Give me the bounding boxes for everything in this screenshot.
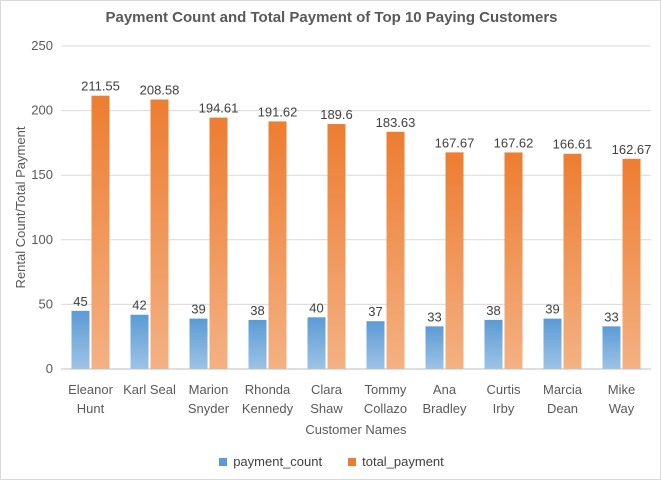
y-tick-label: 250 bbox=[31, 38, 53, 53]
bar-payment_count-6 bbox=[425, 326, 444, 369]
data-label: 183.63 bbox=[376, 115, 416, 130]
legend-item-payment-count: payment_count bbox=[219, 454, 322, 469]
legend: payment_count total_payment bbox=[1, 454, 661, 469]
bar-total_payment-9 bbox=[622, 158, 641, 369]
bar-total_payment-3 bbox=[268, 121, 287, 369]
data-label: 167.62 bbox=[494, 135, 534, 150]
x-tick-label: Marion bbox=[189, 382, 229, 397]
legend-label-payment-count: payment_count bbox=[233, 454, 323, 469]
x-tick-label: Marcia bbox=[543, 382, 583, 397]
x-tick-label: Collazo bbox=[364, 401, 407, 416]
x-tick-label: Dean bbox=[547, 401, 578, 416]
bar-payment_count-1 bbox=[130, 314, 149, 369]
bar-payment_count-0 bbox=[71, 310, 90, 369]
x-tick-label: Rhonda bbox=[245, 382, 291, 397]
bar-total_payment-0 bbox=[91, 95, 110, 369]
data-label: 37 bbox=[368, 304, 382, 319]
y-tick-label: 0 bbox=[46, 361, 53, 376]
legend-swatch-payment-count bbox=[219, 457, 228, 466]
bar-payment_count-9 bbox=[602, 326, 621, 369]
x-tick-label: Mike bbox=[608, 382, 635, 397]
data-label: 189.6 bbox=[320, 107, 353, 122]
bar-payment_count-5 bbox=[366, 321, 385, 369]
bar-payment_count-2 bbox=[189, 318, 208, 369]
x-tick-label: Curtis bbox=[487, 382, 521, 397]
x-tick-label: Ana bbox=[433, 382, 457, 397]
data-label: 191.62 bbox=[258, 104, 298, 119]
bar-payment_count-7 bbox=[484, 319, 503, 369]
y-tick-label: 200 bbox=[31, 103, 53, 118]
data-label: 39 bbox=[191, 302, 205, 317]
x-tick-label: Way bbox=[609, 401, 635, 416]
data-label: 33 bbox=[427, 309, 441, 324]
y-tick-label: 100 bbox=[31, 232, 53, 247]
bar-total_payment-5 bbox=[386, 131, 405, 369]
x-tick-label: Shaw bbox=[310, 401, 343, 416]
bar-total_payment-8 bbox=[563, 153, 582, 369]
x-tick-label: Snyder bbox=[188, 401, 230, 416]
data-label: 45 bbox=[73, 294, 87, 309]
legend-item-total-payment: total_payment bbox=[348, 454, 444, 469]
bar-total_payment-1 bbox=[150, 99, 169, 369]
legend-label-total-payment: total_payment bbox=[362, 454, 444, 469]
x-tick-label: Bradley bbox=[422, 401, 467, 416]
x-tick-label: Kennedy bbox=[242, 401, 294, 416]
data-label: 40 bbox=[309, 300, 323, 315]
bar-total_payment-6 bbox=[445, 152, 464, 369]
data-label: 39 bbox=[545, 302, 559, 317]
data-label: 194.61 bbox=[199, 101, 239, 116]
data-label: 162.67 bbox=[612, 142, 652, 157]
bar-total_payment-4 bbox=[327, 124, 346, 369]
bar-total_payment-7 bbox=[504, 152, 523, 369]
bar-payment_count-4 bbox=[307, 317, 326, 369]
data-label: 166.61 bbox=[553, 137, 593, 152]
x-tick-label: Karl Seal bbox=[123, 382, 176, 397]
chart-title: Payment Count and Total Payment of Top 1… bbox=[105, 9, 558, 26]
x-tick-label: Irby bbox=[493, 401, 515, 416]
data-label: 42 bbox=[132, 298, 146, 313]
y-tick-label: 150 bbox=[31, 167, 53, 182]
data-label: 33 bbox=[604, 309, 618, 324]
bar-payment_count-3 bbox=[248, 319, 267, 369]
y-tick-label: 50 bbox=[39, 296, 53, 311]
x-tick-label: Clara bbox=[311, 382, 343, 397]
x-tick-label: Hunt bbox=[77, 401, 105, 416]
x-tick-label: Tommy bbox=[365, 382, 407, 397]
x-tick-label: Eleanor bbox=[68, 382, 113, 397]
data-label: 167.67 bbox=[435, 135, 475, 150]
data-label: 208.58 bbox=[140, 83, 180, 98]
data-label: 38 bbox=[486, 303, 500, 318]
data-label: 38 bbox=[250, 303, 264, 318]
y-axis-title: Rental Count/Total Payment bbox=[13, 126, 28, 288]
data-label: 211.55 bbox=[81, 79, 120, 94]
bar-payment_count-8 bbox=[543, 318, 562, 369]
bar-total_payment-2 bbox=[209, 117, 228, 370]
x-axis-title: Customer Names bbox=[305, 422, 407, 437]
legend-swatch-total-payment bbox=[348, 457, 357, 466]
